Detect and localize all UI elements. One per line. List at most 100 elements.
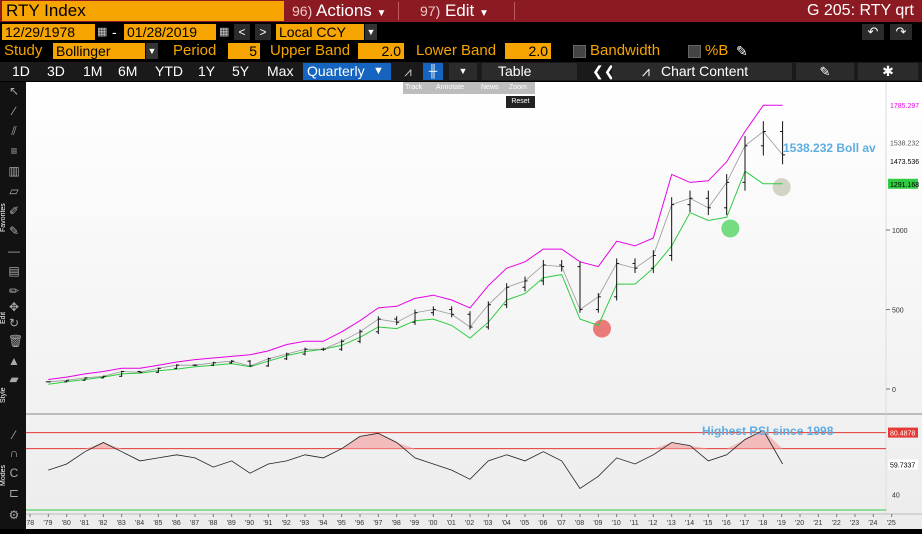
line-chart-icon[interactable]: ⩘	[404, 64, 412, 79]
edit-menu-label: Edit	[444, 1, 475, 20]
settings-icon[interactable]: ⚙	[8, 508, 20, 522]
calendar-icon[interactable]: ▦	[219, 26, 230, 38]
range-6m[interactable]: 6M	[118, 63, 138, 79]
x-tick-label: '87	[190, 520, 199, 527]
edit-menu[interactable]: 97) Edit ▼	[420, 0, 489, 22]
text-icon[interactable]: ▤	[8, 264, 20, 278]
actions-menu[interactable]: 96) Actions ▼	[292, 0, 386, 22]
x-tick-label: '06	[538, 520, 547, 527]
pctb-checkbox[interactable]	[688, 45, 701, 58]
chart-content-icon: ⩘	[642, 63, 650, 79]
snap-icon[interactable]: ⊏	[8, 486, 20, 500]
fill-icon[interactable]: ▰	[9, 372, 19, 386]
x-tick-label: '97	[373, 520, 382, 527]
channel-icon[interactable]: ▥	[8, 164, 20, 178]
tool-news[interactable]: News	[481, 84, 499, 91]
move-icon[interactable]: ✥	[8, 300, 20, 314]
actions-chevron-icon: ▼	[376, 8, 387, 19]
start-date-field[interactable]: 12/29/1978	[2, 24, 95, 40]
trend-icon[interactable]: ⫽	[11, 124, 17, 138]
chart-type-chevron-icon[interactable]: ▼	[449, 63, 477, 80]
upper-band-field[interactable]: 2.0	[358, 43, 404, 59]
bandwidth-checkbox[interactable]	[573, 45, 586, 58]
lower-band-label: Lower Band	[416, 42, 497, 59]
chart-content-button[interactable]: ⩘ Chart Content	[612, 63, 792, 80]
rsi-tick-label: 40	[892, 493, 900, 500]
draw-line-icon[interactable]: ∕	[12, 104, 15, 118]
favorites-label: Favorites	[0, 203, 7, 232]
highlight-circles	[593, 178, 791, 338]
x-tick-label: '03	[483, 520, 492, 527]
magnet-icon[interactable]: ∩	[9, 446, 19, 460]
y-tick-label: 500	[892, 308, 904, 315]
x-tick-label: '89	[227, 520, 236, 527]
settings-gear-icon[interactable]: ✱	[858, 63, 918, 80]
x-tick-label: '94	[318, 520, 327, 527]
calendar-icon[interactable]: ▦	[97, 26, 108, 38]
redo-icon[interactable]: ↷	[890, 24, 912, 40]
ticker-field[interactable]: RTY Index	[2, 1, 284, 21]
highlight-circle	[772, 178, 791, 197]
x-tick-label: '84	[135, 520, 144, 527]
tool-track[interactable]: Track	[405, 84, 423, 91]
lower-band-field[interactable]: 2.0	[505, 43, 551, 59]
chart-svg: 0 500 1000 '78 '79 '80 '81 '82 '83 '84 '85 '86 '87 '8…	[25, 82, 922, 529]
range-ytd[interactable]: YTD	[155, 63, 183, 79]
axis-ticks: 0 500 1000 '78 '79 '80 '81 '82 '83 '84 '85 '86 '87 '8…	[25, 228, 908, 527]
study-select[interactable]: Bollinger	[53, 43, 145, 59]
x-tick-label: '92	[282, 520, 291, 527]
next-button[interactable]: >	[255, 24, 271, 40]
x-tick-label: '91	[263, 520, 272, 527]
range-3d[interactable]: 3D	[47, 63, 65, 79]
x-tick-label: '24	[868, 520, 877, 527]
tag-lower-band-bg	[888, 178, 918, 189]
pen-icon[interactable]: ✎	[8, 224, 20, 238]
trash-icon[interactable]: 🗑	[8, 334, 24, 348]
currency-select[interactable]: Local CCY	[276, 24, 364, 40]
collapse-icon[interactable]: ❮❮	[592, 63, 616, 79]
bar-chart-icon[interactable]: ╫	[423, 63, 443, 80]
tag-rsi-high: 80.4878	[890, 431, 915, 438]
end-date-field[interactable]: 01/28/2019	[124, 24, 216, 40]
x-tick-label: '21	[813, 520, 822, 527]
ruler-icon[interactable]: ⁄	[12, 428, 15, 442]
undo-icon[interactable]: ↶	[862, 24, 884, 40]
table-button[interactable]: Table	[482, 63, 577, 80]
currency-chevron-icon[interactable]: ▼	[365, 24, 377, 40]
x-tick-label: '83	[117, 520, 126, 527]
highlight-circle	[721, 219, 740, 238]
period-select[interactable]: Quarterly ▼	[303, 63, 391, 80]
range-5y[interactable]: 5Y	[232, 63, 250, 79]
chart-tools-bar: Track Annotate News Zoom	[403, 82, 535, 94]
chart-area[interactable]: 0 500 1000 '78 '79 '80 '81 '82 '83 '84 '85 '86 '87 '8…	[25, 82, 922, 529]
prev-button[interactable]: <	[234, 24, 250, 40]
range-1y[interactable]: 1Y	[198, 63, 216, 79]
study-label: Study	[4, 42, 43, 59]
study-chevron-icon[interactable]: ▼	[146, 43, 158, 59]
chart-content-label: Chart Content	[661, 63, 749, 79]
x-tick-label: '25	[887, 520, 896, 527]
tool-zoom[interactable]: Zoom	[509, 84, 527, 91]
fib-icon[interactable]: ≡	[10, 144, 18, 158]
x-tick-label: '88	[208, 520, 217, 527]
tool-annotate[interactable]: Annotate	[436, 84, 465, 91]
pencil-tool-icon[interactable]: ✏	[8, 284, 20, 298]
pencil-icon[interactable]: ✎	[736, 43, 748, 59]
x-tick-label: '81	[80, 520, 89, 527]
rotate-icon[interactable]: ↻	[8, 316, 20, 330]
range-max[interactable]: Max	[267, 63, 294, 79]
edit-chart-icon[interactable]: ✎	[796, 63, 854, 80]
reset-button[interactable]: Reset	[506, 96, 535, 108]
x-tick-label: '10	[612, 520, 621, 527]
brush-icon[interactable]: ✐	[8, 204, 20, 218]
shape-icon[interactable]: ▱	[9, 184, 19, 198]
color-icon[interactable]: ▲	[8, 354, 20, 368]
range-1m[interactable]: 1M	[83, 63, 103, 79]
crosshair-icon[interactable]: C	[9, 466, 19, 480]
tag-upper-band-bg	[888, 100, 918, 111]
range-1d[interactable]: 1D	[12, 63, 30, 79]
period-field[interactable]: 5	[228, 43, 260, 59]
hline-icon[interactable]: —	[8, 244, 20, 258]
cursor-icon[interactable]: ↖	[8, 84, 20, 98]
tag-rsi-high-bg	[888, 427, 918, 438]
